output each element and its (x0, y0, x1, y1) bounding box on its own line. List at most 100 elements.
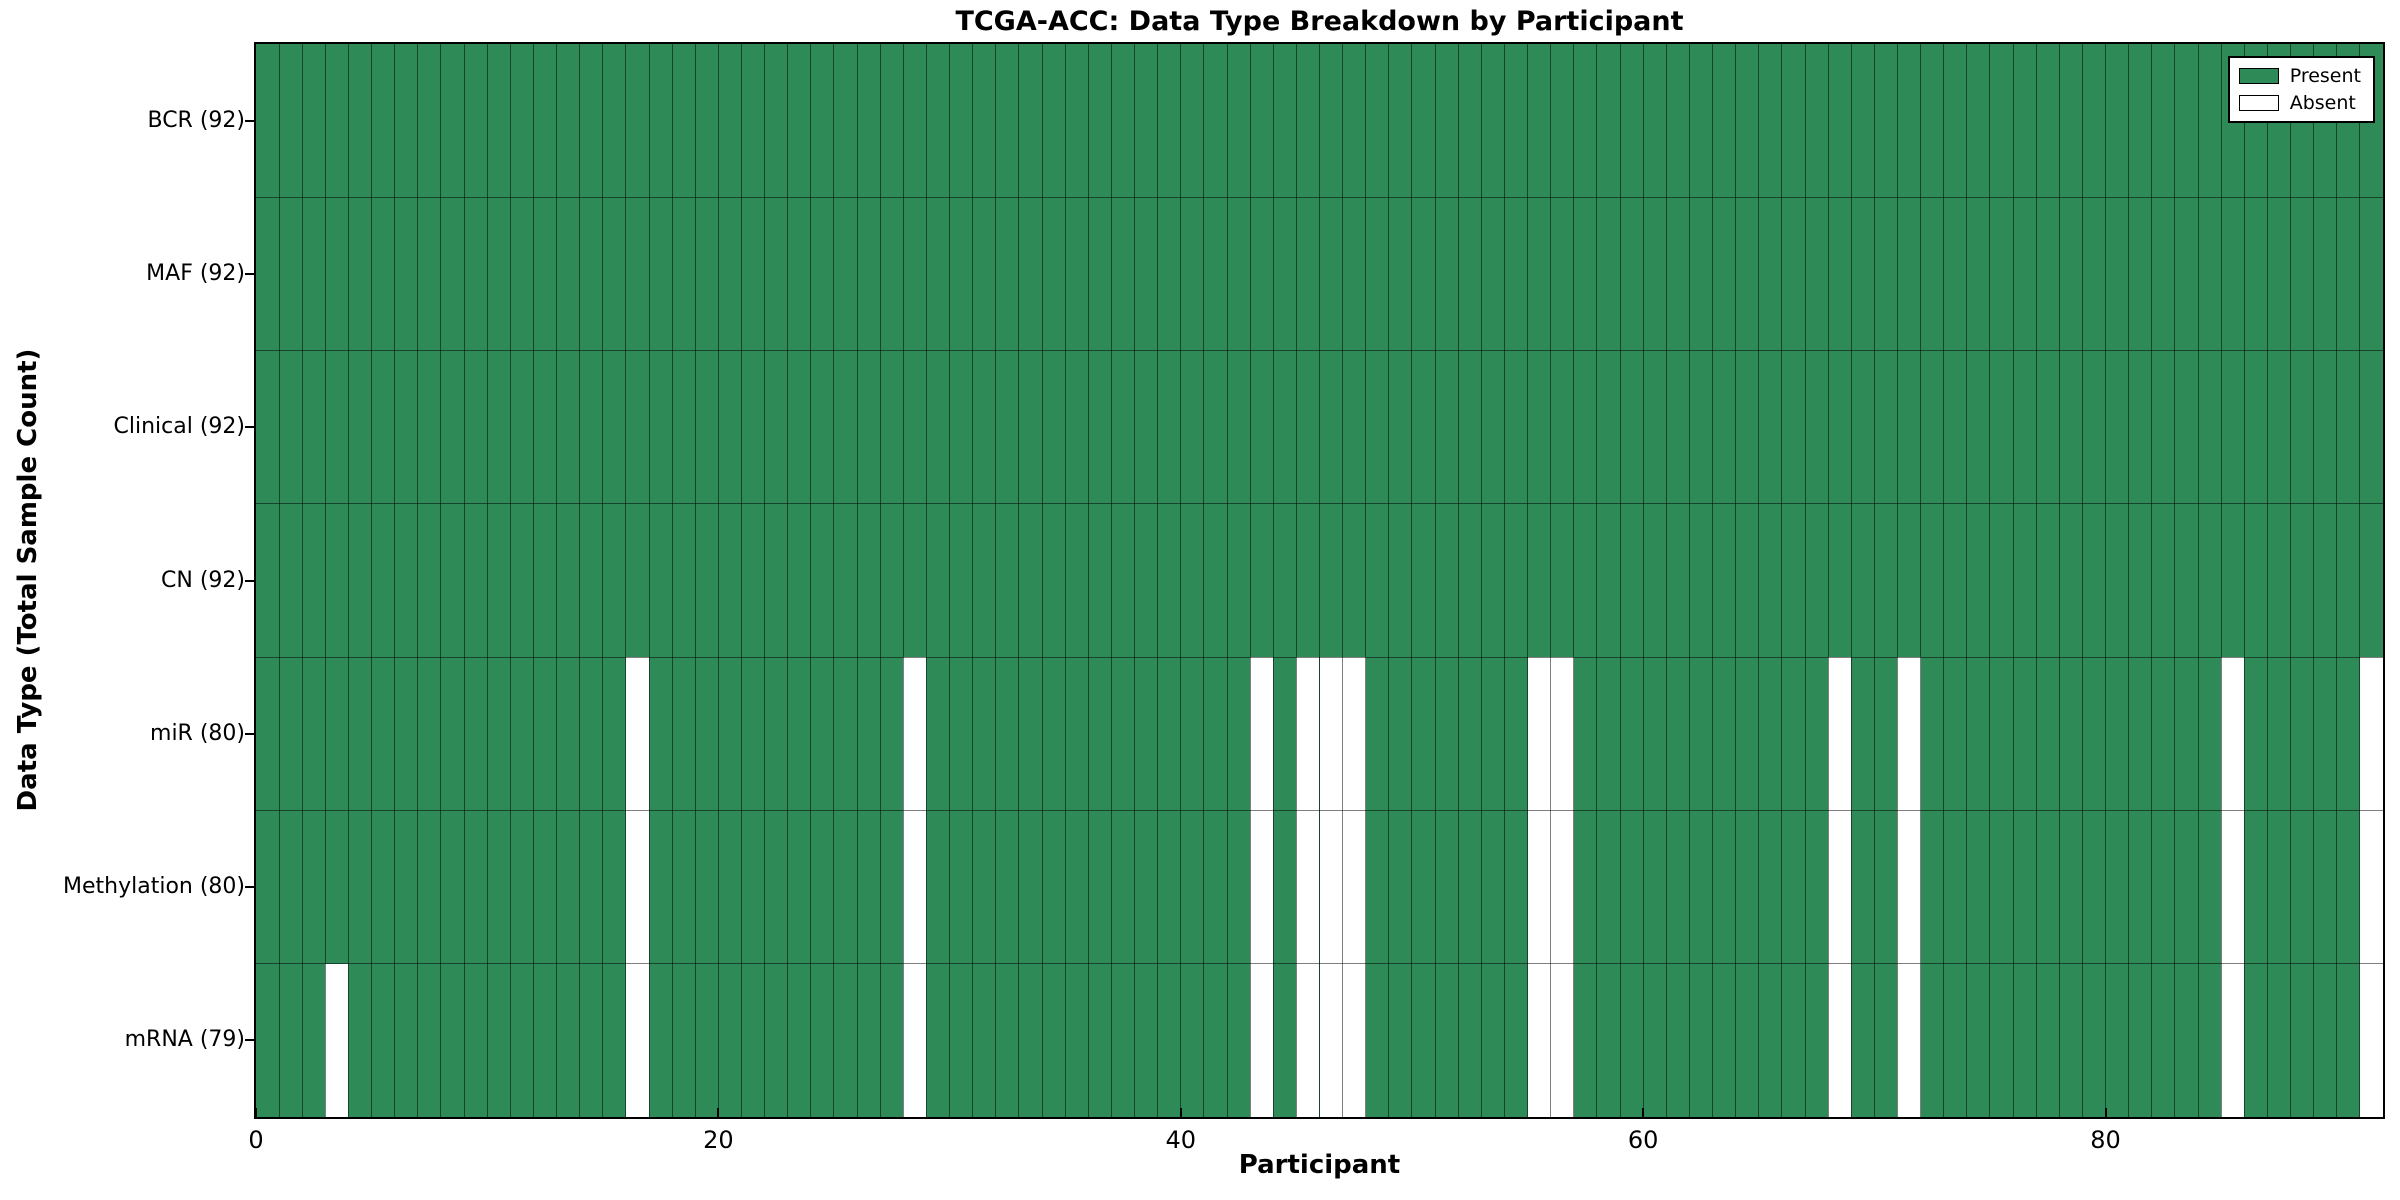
cell-edge (1342, 44, 1344, 1117)
row-edge (256, 809, 2383, 811)
x-tick-mark (1642, 1108, 1645, 1117)
cell-edge (2151, 44, 2153, 1117)
absent-cell-miR-p28 (903, 657, 927, 811)
cell-edge (509, 44, 511, 1117)
cell-edge (1688, 44, 1690, 1117)
row-edge (256, 963, 2383, 965)
absent-cell-mRNA-p56 (1550, 963, 1574, 1117)
cell-edge (2266, 44, 2268, 1117)
cell-edge (1157, 44, 1159, 1117)
absent-cell-Methylation-p71 (1897, 810, 1921, 964)
absent-cell-Methylation-p45 (1296, 810, 1320, 964)
cell-edge (2336, 44, 2338, 1117)
row-edge (256, 196, 2383, 198)
legend-absent-label: Absent (2289, 92, 2356, 114)
absent-cell-mRNA-p43 (1250, 963, 1274, 1117)
absent-cell-Methylation-p55 (1527, 810, 1551, 964)
legend-item-absent: Absent (2238, 92, 2361, 114)
absent-cell-Methylation-p16 (625, 810, 650, 964)
cell-edge (972, 44, 974, 1117)
absent-cell-miR-p16 (625, 657, 650, 811)
cell-edge (694, 44, 696, 1117)
cell-edge (394, 44, 396, 1117)
cell-edge (1272, 44, 1274, 1117)
y-tick-mark (245, 426, 254, 429)
absent-cell-miR-p68 (1828, 657, 1852, 811)
cell-edge (417, 44, 419, 1117)
absent-cell-mRNA-p46 (1319, 963, 1343, 1117)
cell-edge (371, 44, 373, 1117)
cell-edge (532, 44, 534, 1117)
cell-edge (1665, 44, 1667, 1117)
absent-cell-miR-p55 (1527, 657, 1551, 811)
absent-cell-Methylation-p85 (2221, 810, 2245, 964)
cell-edge (2313, 44, 2315, 1117)
y-tick-mark (245, 119, 254, 122)
absent-cell-mRNA-p47 (1342, 963, 1366, 1117)
x-tick-mark (2104, 1108, 2107, 1117)
cell-edge (2128, 44, 2130, 1117)
y-tick-label-Methylation: Methylation (80) (63, 874, 245, 900)
y-tick-mark (245, 1039, 254, 1042)
absent-cell-miR-p46 (1319, 657, 1343, 811)
cell-edge (1781, 44, 1783, 1117)
cell-edge (810, 44, 812, 1117)
cell-edge (2012, 44, 2014, 1117)
cell-edge (1180, 44, 1182, 1117)
cell-edge (278, 44, 280, 1117)
y-tick-mark (245, 886, 254, 889)
absent-cell-mRNA-p16 (625, 963, 650, 1117)
cell-edge (1457, 44, 1459, 1117)
cell-edge (625, 44, 627, 1117)
cell-edge (764, 44, 766, 1117)
cell-edge (1850, 44, 1852, 1117)
absent-cell-Methylation-p56 (1550, 810, 1574, 964)
cell-edge (1203, 44, 1205, 1117)
x-tick-label-20: 20 (703, 1126, 734, 1154)
cell-edge (301, 44, 303, 1117)
cell-edge (1943, 44, 1945, 1117)
cell-edge (833, 44, 835, 1117)
cell-edge (879, 44, 881, 1117)
cell-edge (741, 44, 742, 1117)
absent-cell-miR-p56 (1550, 657, 1574, 811)
cell-edge (1873, 44, 1875, 1117)
cell-edge (602, 44, 604, 1117)
x-tick-label-60: 60 (1627, 1126, 1659, 1154)
row-edge (256, 350, 2383, 352)
cell-edge (1642, 44, 1644, 1117)
y-tick-label-BCR: BCR (92) (147, 107, 245, 133)
x-tick-mark (255, 1108, 257, 1117)
cell-edge (347, 44, 349, 1117)
absent-cell-mRNA-p3 (325, 963, 349, 1117)
absent-swatch-icon (2238, 95, 2279, 111)
cell-edge (1573, 44, 1575, 1117)
y-tick-label-MAF: MAF (92) (146, 260, 245, 286)
x-tick-label-40: 40 (1165, 1126, 1197, 1154)
cell-edge (2359, 44, 2361, 1117)
legend: Present Absent (2227, 56, 2375, 123)
y-tick-mark (245, 579, 254, 582)
cell-edge (2220, 44, 2222, 1117)
cell-edge (902, 44, 904, 1117)
cell-edge (1827, 44, 1829, 1117)
absent-cell-mRNA-p28 (903, 963, 927, 1117)
y-tick-label-CN: CN (92) (161, 567, 245, 593)
cell-edge (925, 44, 927, 1117)
cell-edge (1388, 44, 1390, 1117)
cell-edge (1896, 44, 1898, 1117)
cell-edge (1758, 44, 1760, 1117)
cell-edge (2243, 44, 2245, 1117)
cell-edge (1712, 44, 1714, 1117)
cell-edge (1319, 44, 1320, 1117)
absent-cell-Methylation-p43 (1250, 810, 1274, 964)
cell-edge (556, 44, 558, 1117)
absent-cell-mRNA-p91 (2359, 963, 2383, 1117)
cell-edge (1480, 44, 1482, 1117)
cell-edge (1735, 44, 1737, 1117)
cell-edge (1295, 44, 1297, 1117)
y-tick-label-mRNA: mRNA (79) (124, 1027, 245, 1053)
absent-cell-Methylation-p68 (1828, 810, 1852, 964)
absent-cell-miR-p43 (1250, 657, 1274, 811)
